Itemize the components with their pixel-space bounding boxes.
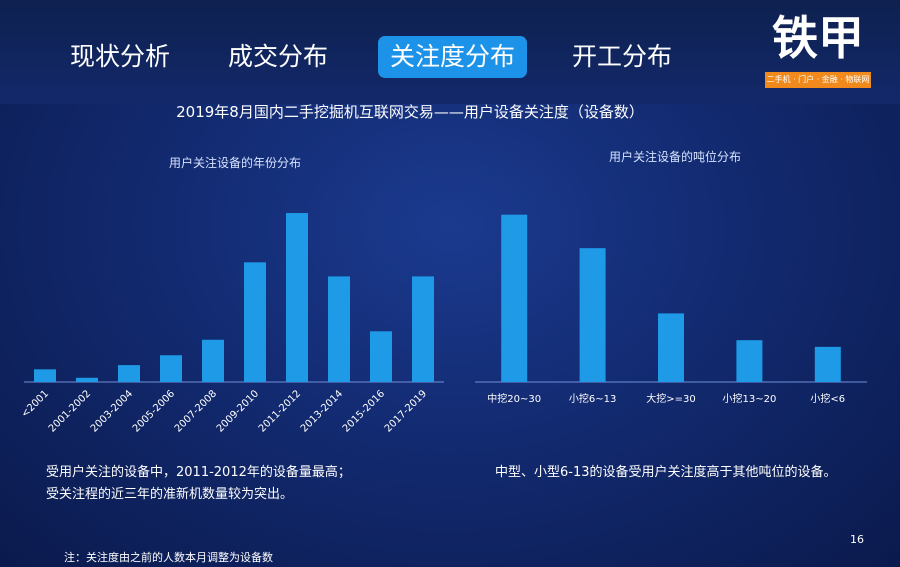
logo-text: 铁甲 [772,11,864,65]
bar-9 [412,276,434,382]
x-tick-label: 2013-2014 [299,388,345,434]
bar-7 [328,276,350,382]
chart-title-year: 用户关注设备的年份分布 [168,156,301,170]
tab-current-analysis[interactable]: 现状分析 [70,42,171,71]
right-note: 中型、小型6-13的设备受用户关注度高于其他吨位的设备。 [495,462,837,484]
bar-1 [76,377,98,382]
bar-2 [118,365,140,382]
x-tick-label: 2017-2019 [383,388,429,434]
bar-3 [160,355,182,382]
x-tick-label: 2003-2004 [89,388,135,434]
left-note: 受用户关注的设备中，2011-2012年的设备量最高； 受关注程的近三年的准新机… [46,462,351,506]
x-tick-label: 2009-2010 [215,388,261,434]
x-tick-label: 大挖>=30 [646,392,695,405]
bar-2 [658,313,684,382]
tonnage-distribution-chart: 中挖20~30 小挖6~13 大挖>=30 小挖13~20 小挖<6 [475,214,867,405]
left-note-line: 受用户关注的设备中，2011-2012年的设备量最高； [46,465,351,480]
x-tick-label: 2007-2008 [173,388,219,434]
bar-0 [501,214,528,382]
bar-4 [202,339,224,382]
chart-title-tonnage: 用户关注设备的吨位分布 [608,150,741,164]
header-bar: 现状分析 成交分布 关注度分布 开工分布 铁甲 二手机 · 门户 · 金融 · … [0,0,900,104]
x-tick-label: 小挖<6 [810,392,845,405]
bar-0 [34,369,56,382]
right-note-line: 中型、小型6-13的设备受用户关注度高于其他吨位的设备。 [495,465,837,480]
x-tick-label: 2001-2002 [47,388,93,434]
x-tick-label: 小挖13~20 [722,392,776,405]
x-tick-label: <2001 [19,388,51,420]
x-tick-label: 小挖6~13 [569,392,616,405]
bar-6 [286,213,308,382]
x-tick-label: 中挖20~30 [487,392,541,405]
x-tick-label: 2015-2016 [341,388,387,434]
bar-5 [244,262,266,382]
bar-8 [370,331,392,382]
tab-attention-distribution[interactable]: 关注度分布 [378,36,528,78]
x-tick-label: 2005-2006 [131,388,177,434]
page-title: 2019年8月国内二手挖掘机互联网交易——用户设备关注度（设备数） [176,103,644,121]
page-number: 16 [850,533,864,546]
year-distribution-chart: <20012001-20022003-20042005-20062007-200… [19,213,444,435]
footnote: 注：关注度由之前的人数本月调整为设备数 [64,551,273,564]
x-tick-label: 2011-2012 [257,388,303,434]
brand-logo: 铁甲 二手机 · 门户 · 金融 · 物联网 [763,10,873,90]
bar-1 [579,248,606,382]
logo-tagline: 二手机 · 门户 · 金融 · 物联网 [765,72,871,88]
tab-operation-distribution[interactable]: 开工分布 [572,42,673,71]
bar-4 [814,346,841,382]
bar-3 [736,340,763,382]
left-note-line: 受关注程的近三年的准新机数量较为突出。 [46,487,294,502]
tab-transaction-distribution[interactable]: 成交分布 [228,42,329,71]
